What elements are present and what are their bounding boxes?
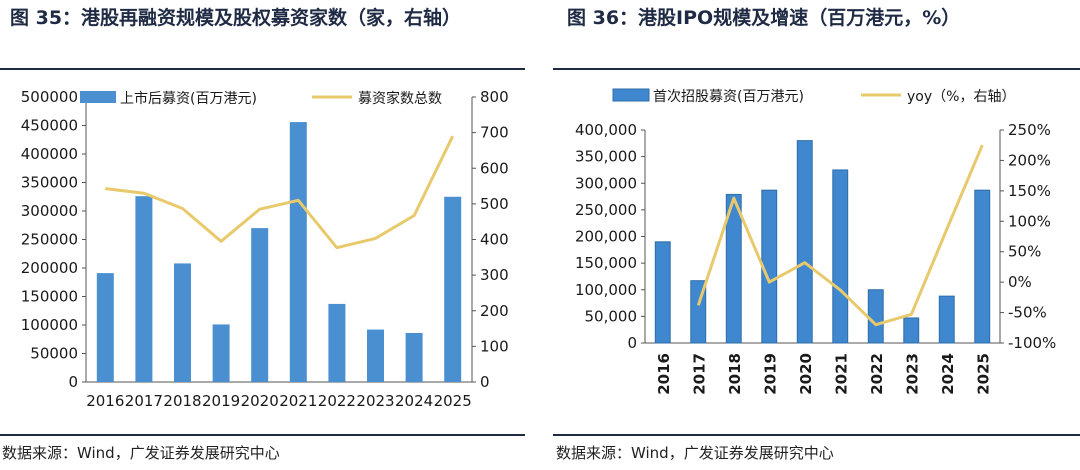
right-right-tick-label: -50% xyxy=(1008,304,1047,322)
left-x-tick-label: 2025 xyxy=(434,392,472,410)
right-bar-2021 xyxy=(832,169,849,344)
left-legend-line-label: 募资家数总数 xyxy=(358,90,442,107)
left-right-tick-label: 100 xyxy=(480,337,509,355)
right-title-rule xyxy=(553,68,1080,70)
right-source-note: 数据来源：Wind，广发证券发展研究中心 xyxy=(556,444,834,462)
left-left-tick-label: 50000 xyxy=(30,345,78,363)
right-bar-2022 xyxy=(867,289,884,344)
left-title-rule xyxy=(0,68,525,70)
left-right-tick-label: 600 xyxy=(480,159,509,177)
left-right-tick-label: 300 xyxy=(480,266,509,284)
right-x-tick-label: 2021 xyxy=(832,353,850,395)
left-left-tick-label: 100000 xyxy=(21,316,78,334)
right-bar-2025 xyxy=(974,189,991,344)
left-chart: 0 50000 100000 150000 200000 250000 300000 3500… xyxy=(21,88,509,410)
right-left-tick-label: 200,000 xyxy=(575,228,637,246)
right-x-tick-label: 2017 xyxy=(690,353,708,395)
left-x-tick-label: 2019 xyxy=(202,392,240,410)
right-right-tick-label: 250% xyxy=(1008,121,1051,139)
right-x-tick-label: 2025 xyxy=(974,353,992,395)
right-x-tick-label: 2019 xyxy=(761,353,779,395)
left-right-tick-label: 0 xyxy=(480,373,490,391)
left-bar-2022 xyxy=(328,303,346,382)
right-legend-bar-label: 首次招股募资(百万港元) xyxy=(653,89,804,105)
right-right-tick-label: 0% xyxy=(1008,273,1032,291)
left-bar-2024 xyxy=(405,332,423,382)
left-left-tick-label: 150000 xyxy=(21,288,78,306)
left-left-tick-label: 0 xyxy=(68,373,78,391)
left-line-series xyxy=(105,135,455,250)
right-left-tick-label: 150,000 xyxy=(575,254,637,272)
left-right-tick-label: 200 xyxy=(480,302,509,320)
left-left-tick-label: 400000 xyxy=(21,145,78,163)
right-x-tick-label: 2024 xyxy=(939,353,957,395)
right-left-tick-label: 50,000 xyxy=(585,307,638,325)
right-x-tick-label: 2016 xyxy=(655,353,673,395)
left-left-tick-label: 350000 xyxy=(21,174,78,192)
left-x-tick-label: 2020 xyxy=(241,392,279,410)
right-bar-2024 xyxy=(938,295,955,344)
right-right-tick-label: 150% xyxy=(1008,182,1051,200)
left-legend-bar-swatch xyxy=(80,91,116,103)
right-left-tick-label: 0 xyxy=(627,334,637,352)
right-chart: 0 50,000 100,000 150,000 200,000 250,000 300,0… xyxy=(575,88,1056,395)
left-chart-title: 图 35：港股再融资规模及股权募资家数（家，右轴） xyxy=(10,7,462,29)
left-bar-2025 xyxy=(444,196,462,382)
left-right-tick-label: 400 xyxy=(480,231,509,249)
right-legend-bar-swatch xyxy=(612,88,650,102)
right-source-rule xyxy=(553,434,1080,436)
left-x-tick-label: 2023 xyxy=(356,392,394,410)
right-right-tick-label: -100% xyxy=(1008,334,1056,352)
left-x-tick-label: 2016 xyxy=(86,392,124,410)
left-left-tick-label: 250000 xyxy=(21,231,78,249)
right-x-tick-label: 2022 xyxy=(868,353,886,395)
left-x-tick-label: 2017 xyxy=(125,392,163,410)
right-left-tick-label: 300,000 xyxy=(575,174,637,192)
left-bar-2018 xyxy=(174,263,191,382)
right-x-tick-label: 2020 xyxy=(797,353,815,395)
left-bar-2023 xyxy=(367,329,384,382)
left-x-tick-label: 2021 xyxy=(279,392,317,410)
left-x-tick-label: 2022 xyxy=(318,392,356,410)
right-bar-2016 xyxy=(654,241,671,344)
right-right-tick-label: 50% xyxy=(1008,243,1041,261)
right-left-tick-label: 350,000 xyxy=(575,148,637,166)
right-chart-title: 图 36：港股IPO规模及增速（百万港元，%） xyxy=(567,7,961,29)
right-right-tick-label: 100% xyxy=(1008,212,1051,230)
left-right-tick-label: 700 xyxy=(480,124,509,142)
left-x-tick-label: 2024 xyxy=(395,392,433,410)
left-left-tick-label: 450000 xyxy=(21,117,78,135)
right-left-tick-label: 100,000 xyxy=(575,281,637,299)
left-bar-2017 xyxy=(135,196,153,382)
left-bar-2019 xyxy=(212,324,230,382)
left-legend-bar-label: 上市后募资(百万港元) xyxy=(120,90,257,107)
right-left-tick-label: 400,000 xyxy=(575,121,637,139)
right-x-tick-label: 2018 xyxy=(726,353,744,395)
left-left-tick-label: 200000 xyxy=(21,259,78,277)
right-right-tick-label: 200% xyxy=(1008,151,1051,169)
left-bar-2021 xyxy=(289,122,307,382)
right-bar-2018 xyxy=(725,193,742,344)
left-left-tick-label: 300000 xyxy=(21,202,78,220)
right-bar-2023 xyxy=(903,317,920,344)
left-left-tick-label: 500000 xyxy=(21,88,78,106)
right-bar-2020 xyxy=(796,140,813,344)
left-right-tick-label: 800 xyxy=(480,88,509,106)
left-source-note: 数据来源：Wind，广发证券发展研究中心 xyxy=(2,444,280,462)
right-x-tick-label: 2023 xyxy=(903,353,921,395)
left-x-tick-label: 2018 xyxy=(163,392,201,410)
right-left-tick-label: 250,000 xyxy=(575,201,637,219)
left-bar-2016 xyxy=(96,273,114,382)
left-bar-2020 xyxy=(251,228,269,382)
right-legend-line-label: yoy（%，右轴） xyxy=(907,89,1015,105)
left-source-rule xyxy=(0,434,525,436)
left-right-tick-label: 500 xyxy=(480,195,509,213)
